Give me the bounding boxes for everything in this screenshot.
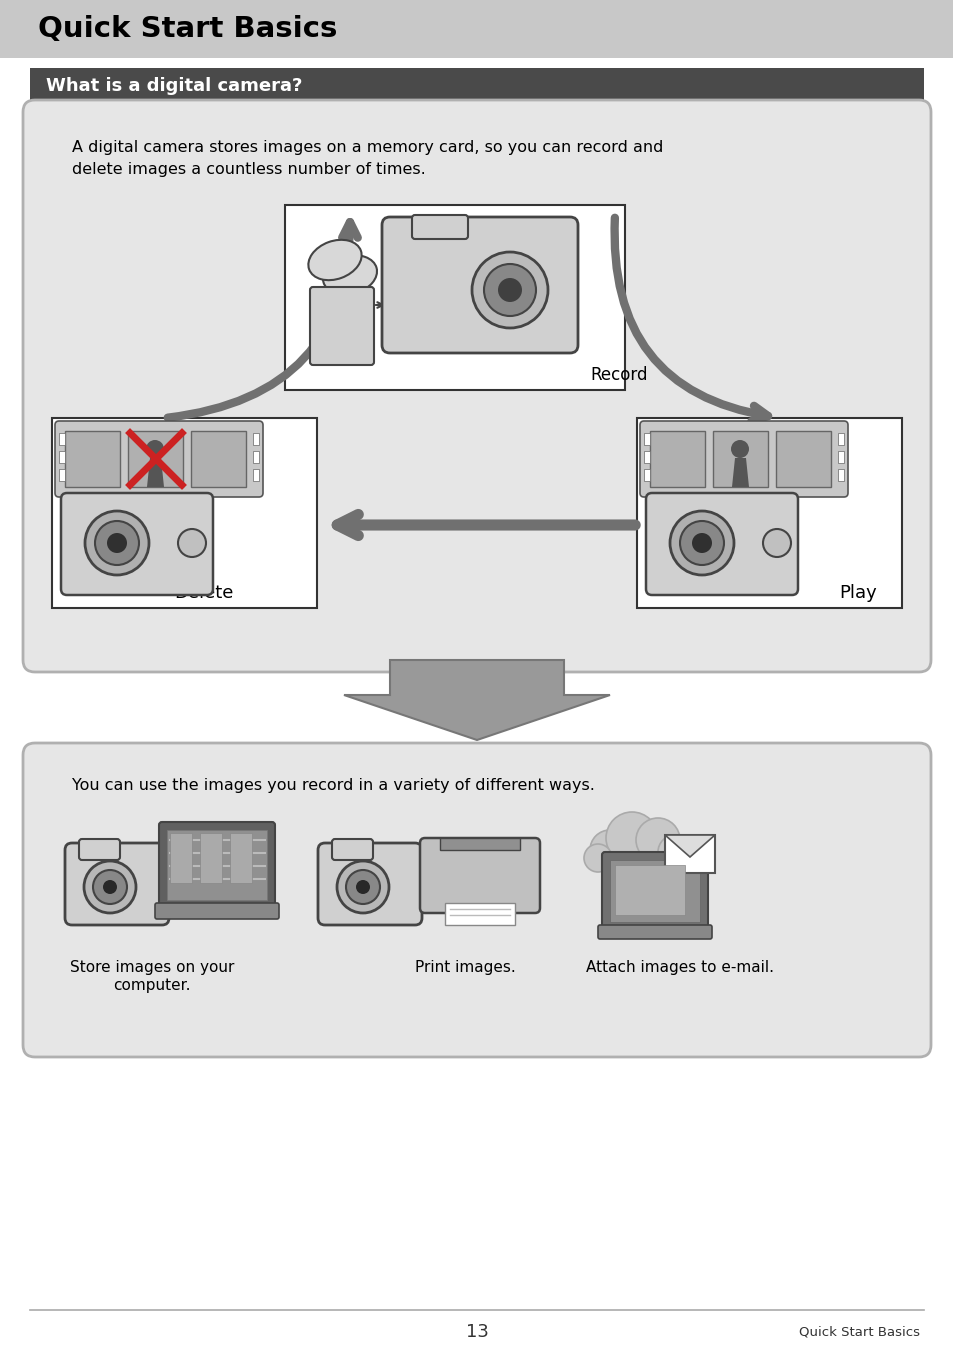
Circle shape (605, 811, 658, 864)
FancyBboxPatch shape (332, 839, 373, 860)
Circle shape (583, 844, 612, 873)
FancyBboxPatch shape (55, 421, 263, 497)
Circle shape (103, 879, 117, 894)
Circle shape (483, 265, 536, 316)
Text: Quick Start Basics: Quick Start Basics (38, 15, 337, 43)
FancyBboxPatch shape (639, 421, 847, 497)
Text: Print images.: Print images. (415, 959, 515, 974)
Circle shape (669, 512, 733, 575)
FancyBboxPatch shape (837, 433, 843, 445)
FancyBboxPatch shape (65, 432, 120, 487)
Text: A digital camera stores images on a memory card, so you can record and: A digital camera stores images on a memo… (71, 140, 662, 155)
Text: Play: Play (839, 584, 876, 603)
FancyBboxPatch shape (444, 902, 515, 925)
Circle shape (336, 860, 389, 913)
FancyBboxPatch shape (285, 205, 624, 389)
Circle shape (497, 278, 521, 303)
FancyBboxPatch shape (317, 843, 421, 925)
Circle shape (95, 521, 139, 565)
FancyBboxPatch shape (0, 0, 953, 58)
FancyBboxPatch shape (59, 451, 65, 463)
FancyBboxPatch shape (191, 432, 246, 487)
FancyBboxPatch shape (645, 493, 797, 594)
FancyBboxPatch shape (61, 493, 213, 594)
Circle shape (146, 440, 164, 459)
Polygon shape (664, 835, 714, 858)
FancyBboxPatch shape (598, 925, 711, 939)
Text: What is a digital camera?: What is a digital camera? (46, 77, 302, 95)
FancyBboxPatch shape (837, 470, 843, 480)
FancyBboxPatch shape (200, 833, 222, 883)
FancyBboxPatch shape (59, 470, 65, 480)
FancyBboxPatch shape (79, 839, 120, 860)
FancyBboxPatch shape (310, 286, 374, 365)
FancyBboxPatch shape (601, 852, 707, 930)
FancyBboxPatch shape (649, 432, 704, 487)
FancyBboxPatch shape (609, 860, 700, 921)
Text: Store images on your: Store images on your (70, 959, 233, 974)
Polygon shape (344, 660, 609, 740)
FancyBboxPatch shape (837, 451, 843, 463)
Circle shape (589, 830, 629, 870)
FancyBboxPatch shape (253, 433, 258, 445)
FancyBboxPatch shape (439, 839, 519, 849)
Circle shape (730, 440, 748, 459)
Text: Record: Record (589, 366, 647, 384)
FancyBboxPatch shape (159, 822, 274, 908)
Ellipse shape (323, 255, 376, 294)
FancyBboxPatch shape (23, 100, 930, 672)
FancyBboxPatch shape (775, 432, 830, 487)
Text: Quick Start Basics: Quick Start Basics (799, 1326, 919, 1338)
Polygon shape (731, 459, 748, 487)
Circle shape (92, 870, 127, 904)
Text: You can use the images you record in a variety of different ways.: You can use the images you record in a v… (71, 778, 595, 792)
FancyBboxPatch shape (637, 418, 901, 608)
Ellipse shape (308, 240, 361, 280)
FancyBboxPatch shape (167, 830, 267, 900)
FancyBboxPatch shape (381, 217, 578, 353)
FancyBboxPatch shape (643, 433, 649, 445)
Circle shape (355, 879, 370, 894)
Circle shape (472, 252, 547, 328)
FancyBboxPatch shape (664, 835, 714, 873)
Polygon shape (147, 459, 164, 487)
Text: Delete: Delete (174, 584, 233, 603)
FancyBboxPatch shape (643, 451, 649, 463)
Text: computer.: computer. (113, 978, 191, 993)
Circle shape (84, 860, 136, 913)
Text: Attach images to e-mail.: Attach images to e-mail. (585, 959, 773, 974)
FancyBboxPatch shape (30, 68, 923, 104)
Circle shape (85, 512, 149, 575)
FancyBboxPatch shape (65, 843, 169, 925)
Circle shape (636, 818, 679, 862)
FancyBboxPatch shape (712, 432, 767, 487)
Circle shape (691, 533, 711, 554)
Circle shape (762, 529, 790, 556)
Circle shape (107, 533, 127, 554)
FancyBboxPatch shape (643, 470, 649, 480)
Text: 13: 13 (465, 1323, 488, 1341)
FancyBboxPatch shape (59, 433, 65, 445)
FancyBboxPatch shape (52, 418, 316, 608)
FancyBboxPatch shape (253, 470, 258, 480)
FancyBboxPatch shape (253, 451, 258, 463)
Text: delete images a countless number of times.: delete images a countless number of time… (71, 161, 425, 176)
FancyBboxPatch shape (128, 432, 183, 487)
Circle shape (346, 870, 379, 904)
FancyBboxPatch shape (230, 833, 252, 883)
Circle shape (658, 835, 691, 868)
FancyBboxPatch shape (615, 864, 684, 915)
Circle shape (178, 529, 206, 556)
Circle shape (679, 521, 723, 565)
FancyBboxPatch shape (23, 744, 930, 1057)
FancyBboxPatch shape (170, 833, 192, 883)
FancyBboxPatch shape (154, 902, 278, 919)
FancyBboxPatch shape (412, 214, 468, 239)
FancyBboxPatch shape (419, 839, 539, 913)
